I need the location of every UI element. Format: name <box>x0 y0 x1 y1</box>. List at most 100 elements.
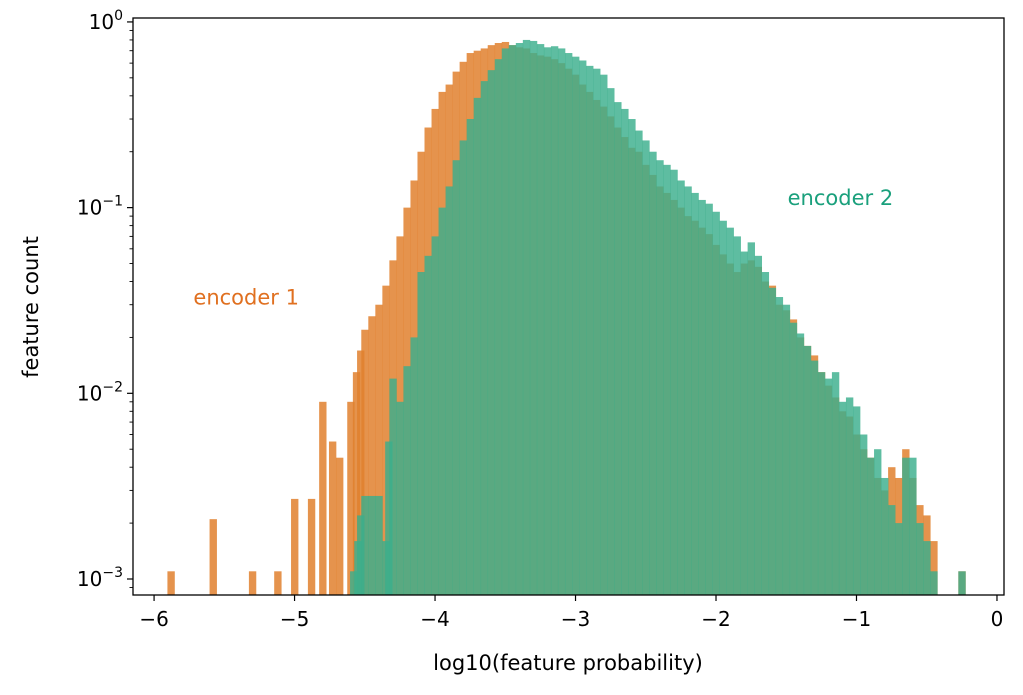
histogram-bar-series1 <box>357 350 365 595</box>
y-axis-label: feature count <box>19 236 43 378</box>
histogram-bar-series2 <box>357 515 365 595</box>
histogram-bar-series2 <box>663 164 671 595</box>
histogram-bar-series1 <box>328 441 337 595</box>
histogram-bar-series2 <box>712 211 720 595</box>
histogram-bar-series1 <box>209 519 217 595</box>
histogram-bar-series2 <box>522 39 531 596</box>
histogram-bar-series2 <box>607 88 615 595</box>
histogram-bar-series2 <box>782 304 791 595</box>
histogram-bar-series1 <box>368 316 376 595</box>
histogram-bar-series2 <box>656 160 664 595</box>
histogram-bar-series2 <box>810 360 819 595</box>
histogram-bar-series1 <box>274 571 282 595</box>
histogram-bar-series2 <box>867 457 875 595</box>
histogram-bar-series1 <box>319 401 327 595</box>
histogram-bar-series2 <box>635 130 643 595</box>
histogram-bar-series2 <box>726 227 734 595</box>
histogram-bar-series2 <box>824 378 833 595</box>
histogram-bar-series2 <box>424 255 432 595</box>
histogram-bar-series2 <box>431 236 439 595</box>
histogram-bar-series2 <box>361 495 369 595</box>
histogram-bar-series2 <box>389 378 397 595</box>
histogram-bar-series1 <box>307 498 316 595</box>
histogram-bar-series2 <box>438 207 446 595</box>
histogram-bar-series2 <box>375 495 383 595</box>
histogram-bar-series2 <box>684 186 692 595</box>
histogram-bar-series2 <box>909 457 917 595</box>
histogram-bar-series2 <box>831 372 840 595</box>
histogram-bar-series2 <box>860 434 868 595</box>
histogram-bar-series2 <box>494 59 503 595</box>
histogram-bar-series2 <box>593 68 601 595</box>
histogram-bar-series1 <box>361 329 369 595</box>
histogram-bar-series2 <box>550 46 559 596</box>
annotations: encoder 1 encoder 2 <box>193 186 893 309</box>
histogram-bar-series2 <box>845 397 854 595</box>
histogram-bar-series2 <box>923 541 931 595</box>
histogram-bar-series1 <box>336 457 344 595</box>
histogram-bar-series2 <box>403 366 411 595</box>
histogram-bar-series2 <box>543 47 552 596</box>
x-tick-label: −2 <box>701 607 730 631</box>
x-tick-label: −1 <box>842 607 871 631</box>
histogram-bar-series2 <box>445 186 453 595</box>
histogram-bar-series1 <box>375 304 383 595</box>
histogram-bar-series2 <box>895 523 903 595</box>
histogram-bar-series2 <box>874 449 882 595</box>
histogram-bar-series2 <box>621 108 629 596</box>
y-tick-label: 100 <box>89 8 123 34</box>
histogram-bar-series2 <box>691 192 699 596</box>
histogram-bar-series2 <box>677 180 685 596</box>
x-tick-label: −5 <box>280 607 309 631</box>
histogram-bar-series2 <box>452 160 460 595</box>
x-tick-label: −6 <box>139 607 168 631</box>
histogram-bar-series2 <box>473 97 482 596</box>
histogram-bar-series1 <box>291 498 299 595</box>
histogram-bar-series2 <box>642 140 650 595</box>
histogram-bar-series2 <box>698 199 706 595</box>
histogram-bar-series2 <box>775 297 784 595</box>
histogram-bar-series2 <box>459 140 467 595</box>
plot-frame <box>132 17 1005 596</box>
histogram-bar-series2 <box>529 40 538 595</box>
histogram-bar-series2 <box>368 495 376 595</box>
histogram-bar-series2 <box>480 81 489 596</box>
histogram-bar-series2 <box>410 337 418 595</box>
histogram-bar-series2 <box>501 48 510 596</box>
histogram-bar-series2 <box>600 74 608 596</box>
histogram-bar-series1 <box>248 571 257 595</box>
histogram-bar-series2 <box>579 60 587 596</box>
histogram-bar-series2 <box>466 119 475 595</box>
histogram-bar-series2 <box>614 102 622 596</box>
histogram-bar-series2 <box>881 477 889 595</box>
histogram-bar-series1 <box>930 541 938 595</box>
histogram-bar-series2 <box>670 169 678 595</box>
histogram-bar-series2 <box>888 505 896 595</box>
y-tick-label: 10−3 <box>77 565 123 591</box>
histogram-bar-series2 <box>930 571 938 595</box>
histogram-bar-series2 <box>958 571 966 595</box>
histogram-bar-series2 <box>719 220 727 596</box>
histogram-bar-series2 <box>789 322 798 595</box>
histogram-bar-series2 <box>733 236 741 595</box>
series-annotation: encoder 1 <box>193 286 299 310</box>
histogram-bar-series2 <box>536 44 545 595</box>
histogram-bar-series2 <box>902 457 910 595</box>
histogram-bar-series2 <box>385 441 393 595</box>
histogram-bar-series2 <box>796 333 805 595</box>
histogram-bar-series2 <box>740 251 748 596</box>
histogram-bar-series2 <box>754 255 763 595</box>
histogram-bar-series1 <box>382 285 390 595</box>
y-tick-label: 10−1 <box>77 194 123 220</box>
histogram-bar-series2 <box>396 401 404 595</box>
histogram-bar-series2 <box>350 571 358 595</box>
histogram-bar-series2 <box>852 406 861 595</box>
histogram-bar-series1 <box>347 401 355 595</box>
histogram-bar-series2 <box>838 401 847 595</box>
x-axis-label: log10(feature probability) <box>433 651 703 675</box>
histogram-bar-series2 <box>628 119 636 595</box>
x-tick-label: −3 <box>561 607 590 631</box>
y-axis: 100 10−1 10−2 10−3 <box>77 8 133 591</box>
y-tick-label: 10−2 <box>77 379 123 405</box>
